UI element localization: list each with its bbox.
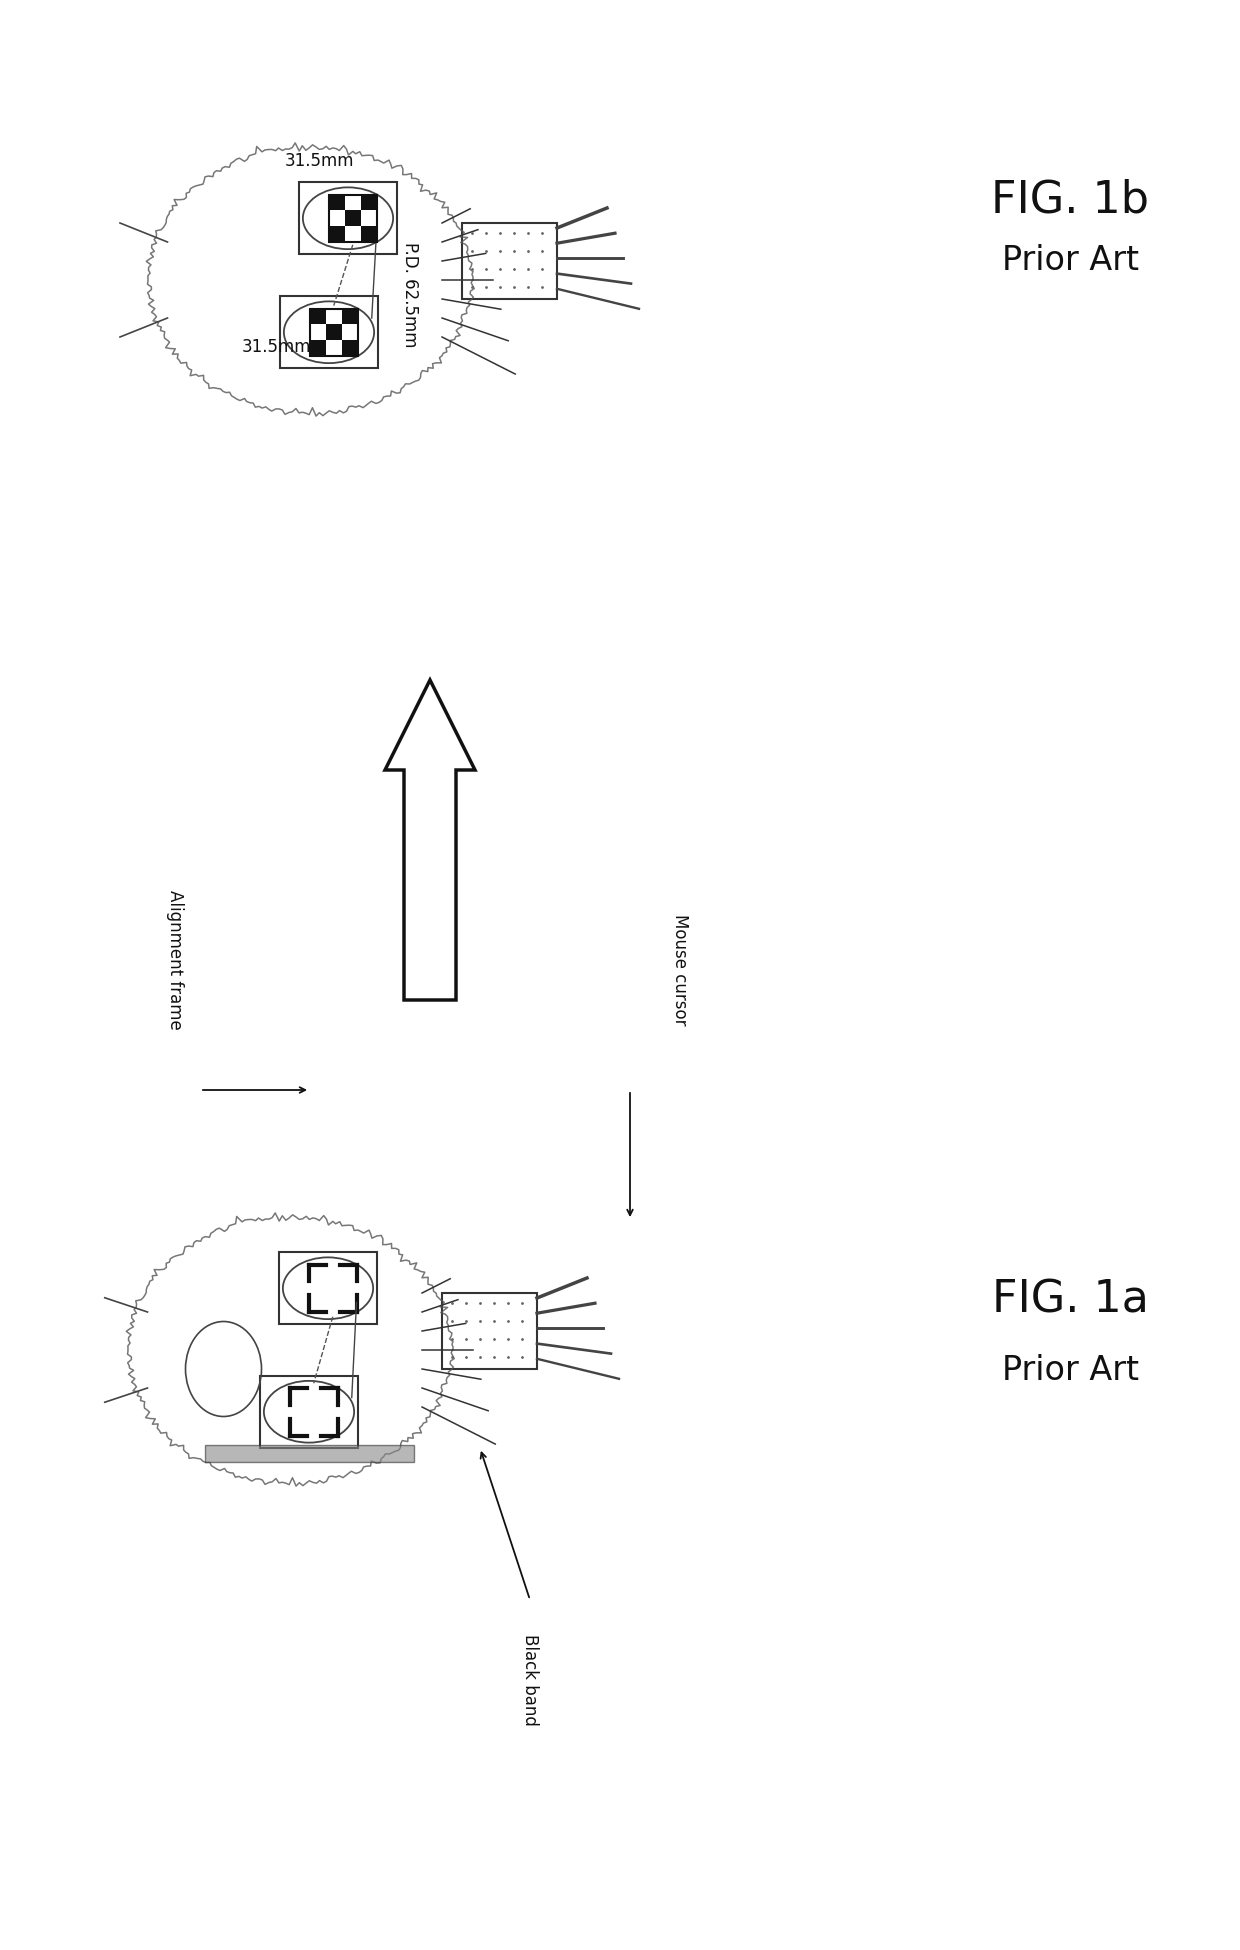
Bar	[361, 195, 377, 211]
Text: Black band: Black band	[521, 1634, 539, 1726]
Text: P.D. 62.5mm: P.D. 62.5mm	[401, 242, 419, 347]
Bar	[279, 1252, 377, 1324]
Text: 31.5mm: 31.5mm	[242, 337, 311, 355]
Text: Prior Art: Prior Art	[1002, 244, 1138, 277]
Text: FIG. 1a: FIG. 1a	[992, 1279, 1148, 1322]
Bar	[205, 1445, 413, 1462]
Bar	[329, 195, 377, 242]
Bar	[279, 296, 378, 369]
Bar	[342, 308, 357, 324]
Text: 31.5mm: 31.5mm	[285, 152, 355, 170]
Text: Alignment frame: Alignment frame	[166, 889, 184, 1030]
Bar	[326, 324, 342, 339]
Bar	[329, 195, 345, 211]
Bar	[361, 226, 377, 242]
Bar	[310, 308, 357, 357]
FancyArrow shape	[384, 681, 475, 1000]
Bar	[259, 1375, 358, 1447]
Bar	[329, 226, 345, 242]
Bar	[463, 222, 557, 298]
Bar	[310, 308, 326, 324]
Bar	[441, 1293, 537, 1369]
Bar	[299, 181, 397, 254]
Text: Prior Art: Prior Art	[1002, 1353, 1138, 1386]
Bar	[310, 339, 326, 357]
Text: Mouse cursor: Mouse cursor	[671, 915, 689, 1026]
Bar	[342, 339, 357, 357]
Text: FIG. 1b: FIG. 1b	[991, 179, 1149, 222]
Bar	[345, 211, 361, 226]
